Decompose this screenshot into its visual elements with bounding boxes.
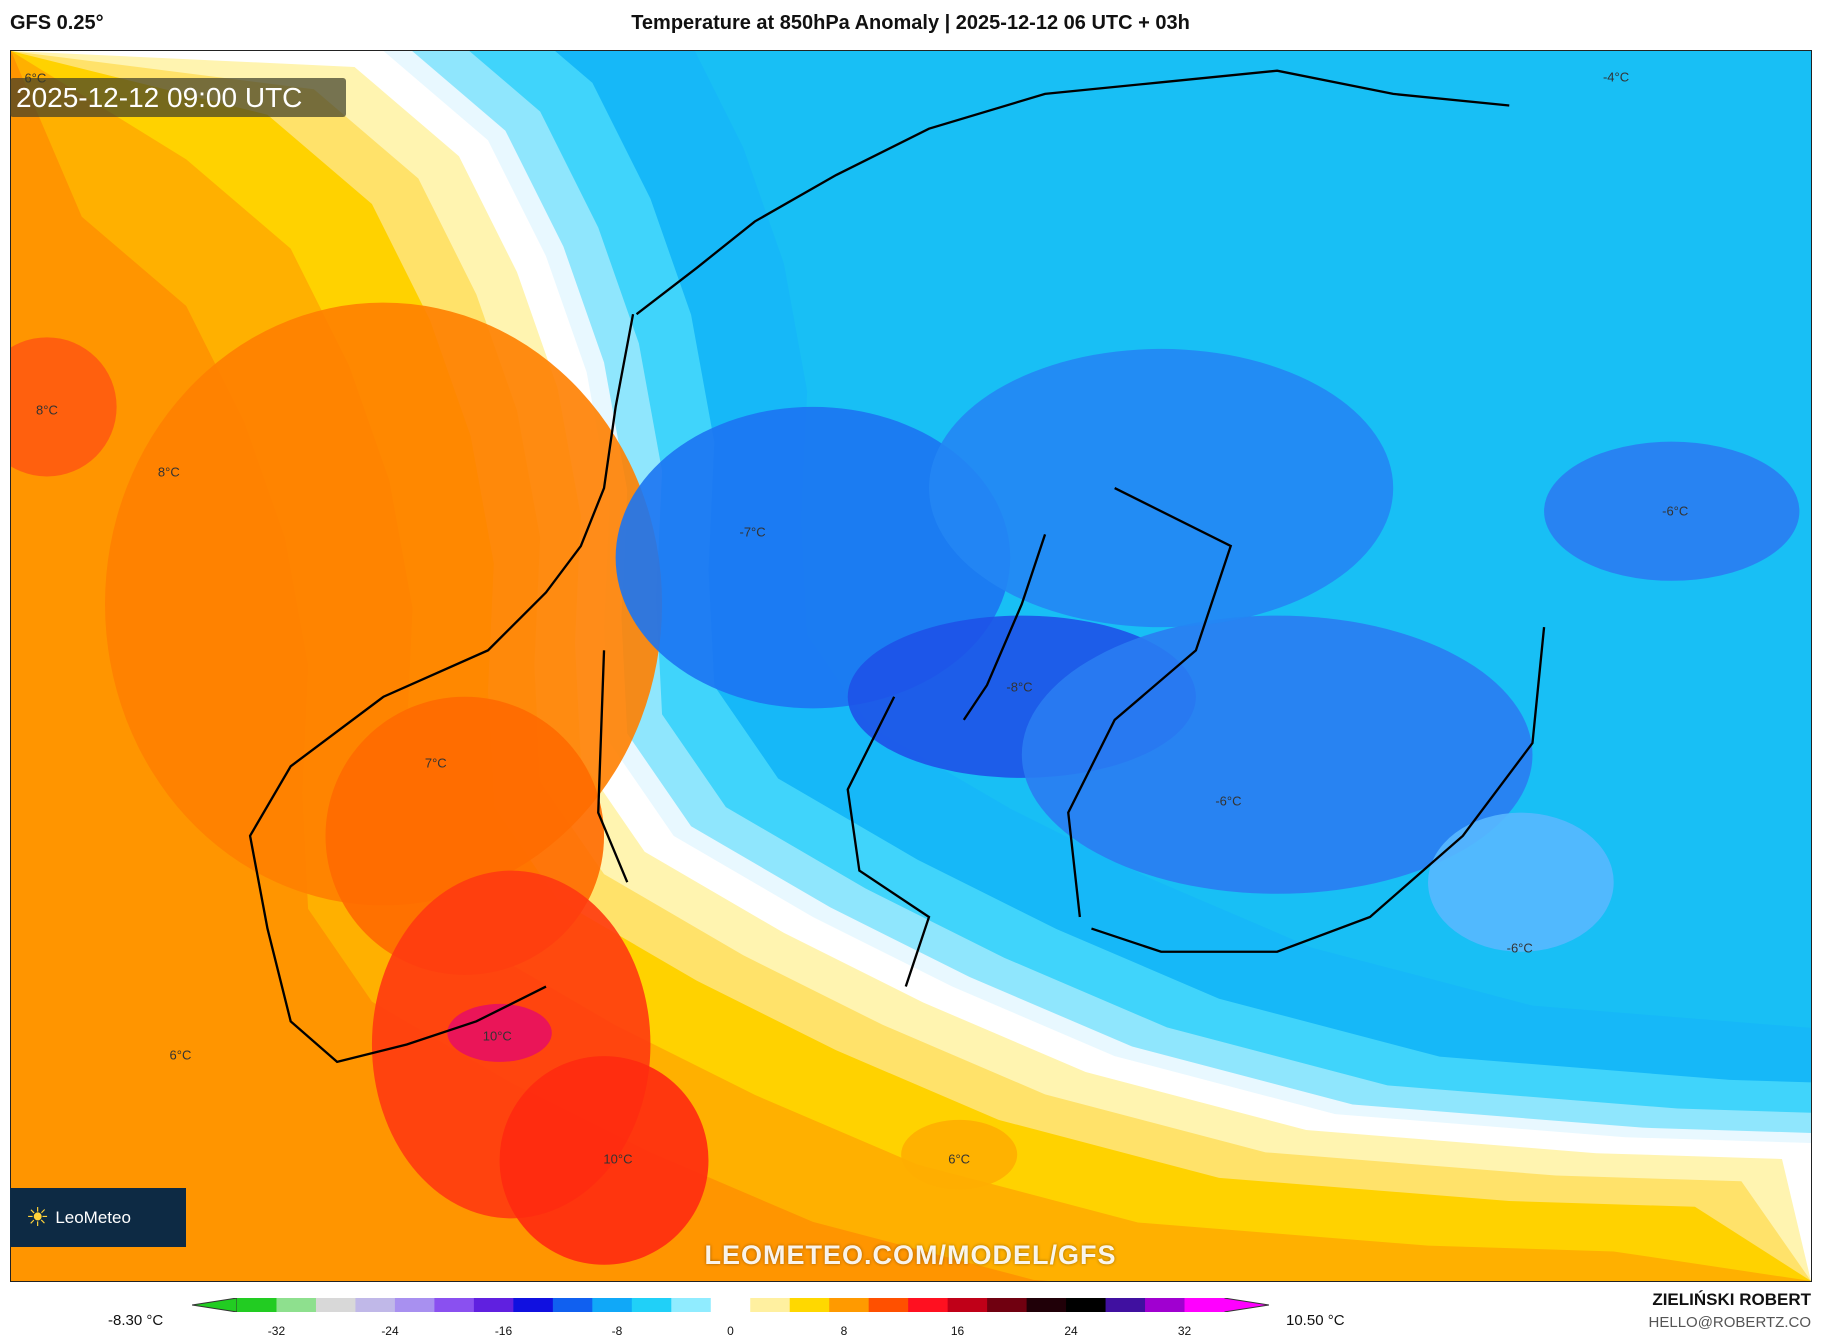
- anomaly-blob: [615, 406, 1011, 709]
- anomaly-blob: [901, 1119, 1018, 1190]
- colorbar-segment: [276, 1298, 317, 1312]
- colorbar-segment: [750, 1298, 791, 1312]
- leometeo-logo[interactable]: ☀ LeoMeteo: [10, 1188, 186, 1247]
- contour-label: 10°C: [482, 1028, 512, 1044]
- colorbar-tick-label: 24: [1064, 1324, 1078, 1338]
- colorbar-segment: [355, 1298, 396, 1312]
- anomaly-blob: [1428, 812, 1614, 952]
- contour-label: 8°C: [157, 464, 180, 480]
- colorbar-segment: [987, 1298, 1028, 1312]
- colorbar-tick-label: 8: [840, 1324, 848, 1338]
- map-field: [11, 51, 1811, 1281]
- colorbar-segment: [237, 1298, 277, 1312]
- colorbar-segment: [552, 1298, 593, 1312]
- anomaly-blob: [1021, 615, 1533, 894]
- anomaly-blob: [447, 1003, 552, 1062]
- colorbar-segment: [315, 1298, 356, 1312]
- temperature-anomaly-map[interactable]: 6°C -4°C 8°C 8°C -7°C -6°C -8°C 7°C -6°C -6°C 10°C…: [10, 50, 1812, 1282]
- colorbar-segment: [789, 1298, 830, 1312]
- contour-label: 7°C: [424, 755, 447, 771]
- colorbar-segment: [868, 1298, 909, 1312]
- anomaly-blob: [928, 348, 1394, 628]
- contour-label: -7°C: [739, 524, 766, 540]
- colorbar-segment: [908, 1298, 949, 1312]
- colorbar-segment: [1184, 1298, 1225, 1312]
- sun-icon: ☀: [26, 1202, 50, 1232]
- colorbar-min-label: -8.30 °C: [108, 1312, 164, 1329]
- colorbar-tick-label: -16: [494, 1324, 513, 1338]
- contour-label: 6°C: [948, 1151, 971, 1167]
- map-title: Temperature at 850hPa Anomaly | 2025-12-…: [631, 12, 1190, 34]
- contour-label: -6°C: [1662, 503, 1689, 519]
- colorbar-max-label: 10.50 °C: [1286, 1312, 1345, 1329]
- colorbar-tick-label: 16: [950, 1324, 965, 1338]
- model-name: GFS 0.25°: [10, 12, 104, 34]
- contour-label: -4°C: [1602, 69, 1630, 84]
- temperature-band: [11, 51, 1811, 1281]
- colorbar-segment: [1026, 1298, 1067, 1312]
- logo-text: LeoMeteo: [55, 1207, 131, 1227]
- colorbar-segment: [434, 1298, 475, 1312]
- coastline: [248, 69, 1546, 1064]
- anomaly-blob: [1544, 441, 1800, 581]
- colorbar-min-arrow: [192, 1298, 238, 1312]
- colorbar-segment: [829, 1298, 870, 1312]
- author-name: ZIELIŃSKI ROBERT: [1652, 1290, 1811, 1309]
- valid-time-badge: 2025-12-12 09:00 UTC: [10, 78, 346, 117]
- colorbar-segment: [592, 1298, 633, 1312]
- colorbar-segment: [947, 1298, 988, 1312]
- contour-label: -6°C: [1215, 793, 1242, 809]
- colorbar-segment: [1066, 1298, 1107, 1312]
- colorbar-tick-label: -32: [267, 1324, 286, 1338]
- colorbar-segment: [513, 1298, 554, 1312]
- colorbar-tick-label: -8: [611, 1324, 623, 1338]
- colorbar-segment: [1105, 1298, 1146, 1312]
- contour-label: -8°C: [1006, 679, 1033, 695]
- colorbar-tick-label: 0: [727, 1324, 734, 1338]
- contour-label: -6°C: [1506, 940, 1533, 956]
- colorbar: [192, 1298, 1269, 1312]
- colorbar-segment: [473, 1298, 514, 1312]
- watermark: LEOMETEO.COM/MODEL/GFS: [704, 1240, 1117, 1270]
- colorbar-max-arrow: [1223, 1298, 1269, 1312]
- colorbar-segment: [710, 1298, 751, 1312]
- colorbar-segment: [394, 1298, 435, 1312]
- contour-label: 6°C: [169, 1047, 192, 1063]
- contour-label: 10°C: [603, 1151, 633, 1167]
- author-email: HELLO@ROBERTZ.CO: [1648, 1314, 1811, 1331]
- colorbar-segment: [631, 1298, 672, 1312]
- colorbar-segment: [1145, 1298, 1186, 1312]
- colorbar-segment: [671, 1298, 712, 1312]
- anomaly-blob: [499, 1056, 709, 1265]
- anomaly-blob: [11, 337, 117, 477]
- contour-label: 8°C: [36, 402, 58, 418]
- colorbar-tick-label: -24: [381, 1324, 399, 1338]
- colorbar-tick-label: 32: [1177, 1324, 1192, 1338]
